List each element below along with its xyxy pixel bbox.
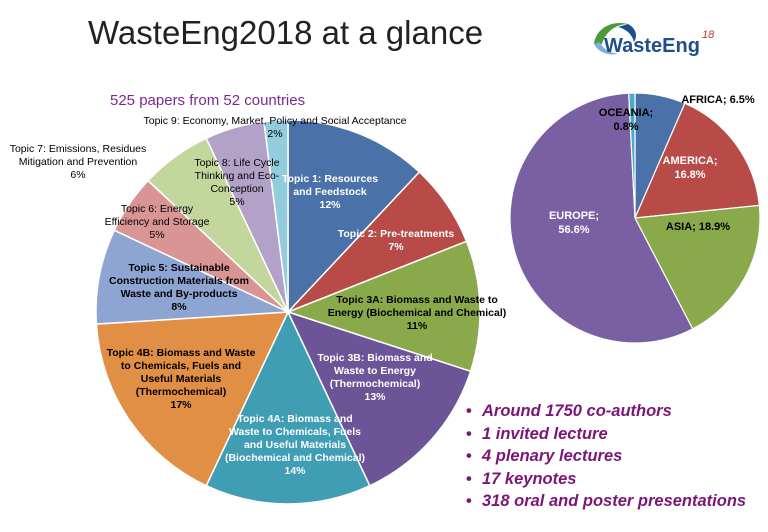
- pie-slice: [285, 240, 481, 373]
- slice-label: Topic 2: Pre-treatments 7%: [338, 228, 455, 253]
- logo-swirl-icon: [594, 22, 636, 55]
- chart-subtitle: 525 papers from 52 countries: [110, 92, 306, 109]
- pie-slice: [263, 119, 289, 313]
- page-title: WasteEng2018 at a glance: [88, 14, 484, 51]
- highlight-item: • 17 keynotes: [466, 469, 577, 488]
- slice-label: Topic 6: Energy Efficiency and Storage 5%: [105, 203, 210, 241]
- pie-slice: [628, 92, 636, 219]
- pie-slice: [205, 310, 371, 505]
- highlight-text: Around 1750 co-authors: [482, 402, 672, 420]
- regions-pie-chart: AFRICA; 6.5% AMERICA; 16.8% ASIA; 18.9% EURO…: [509, 92, 761, 344]
- highlight-item: • Around 1750 co-authors: [466, 402, 672, 420]
- slice-label: Topic 3B: Biomass and Waste to Energy (The…: [317, 352, 432, 403]
- slice-label: Topic 4B: Biomass and Waste to Chemicals,…: [107, 347, 256, 411]
- slice-label: Topic 5: Sustainable Construction Materia…: [109, 262, 249, 313]
- topics-pie-chart: Topic 1: Resources and Feedstock 12%Topic …: [10, 115, 507, 505]
- slice-label: OCEANIA; 0.8%: [599, 107, 653, 133]
- highlight-text: 1 invited lecture: [482, 424, 608, 443]
- wasteeng-logo: WasteEng 18: [594, 22, 715, 57]
- pie-slice: [286, 310, 472, 487]
- slice-label: Topic 3A: Biomass and Waste to Energy (Bi…: [328, 294, 507, 332]
- highlight-item: • 318 oral and poster presentations: [466, 492, 747, 510]
- highlight-text: 17 keynotes: [482, 469, 577, 488]
- slice-label: AMERICA; 16.8%: [663, 155, 718, 181]
- slice-label: AFRICA; 6.5%: [681, 94, 755, 106]
- highlight-item: • 4 plenary lectures: [466, 447, 623, 465]
- pie-slice: [95, 311, 290, 487]
- slice-label: Topic 9: Economy, Market, Policy and Soc…: [143, 115, 406, 140]
- highlights-list: • Around 1750 co-authors • 1 invited lectu…: [466, 400, 746, 513]
- slice-label: Topic 8: Life Cycle Thinking and Eco-Conc…: [194, 157, 279, 208]
- highlight-text: 4 plenary lectures: [482, 447, 623, 465]
- pie-slice: [509, 92, 694, 344]
- slice-label: Topic 1: Resources and Feedstock 12%: [282, 173, 378, 211]
- highlight-item: • 1 invited lecture: [466, 424, 608, 443]
- pie-slice: [634, 204, 761, 330]
- pie-slice: [95, 229, 289, 325]
- slice-label: Topic 4A: Biomass and Waste to Chemicals,…: [225, 413, 365, 477]
- slice-label: Topic 7: Emissions, Residues Mitigation a…: [10, 143, 147, 181]
- highlight-text: 318 oral and poster presentations: [482, 492, 747, 510]
- pie-slice: [287, 119, 421, 314]
- logo-superscript: 18: [702, 29, 715, 41]
- pie-slice: [634, 102, 761, 219]
- logo-text: WasteEng: [604, 35, 700, 57]
- slice-label: EUROPE; 56.6%: [549, 210, 599, 236]
- slice-label: ASIA; 18.9%: [666, 221, 730, 233]
